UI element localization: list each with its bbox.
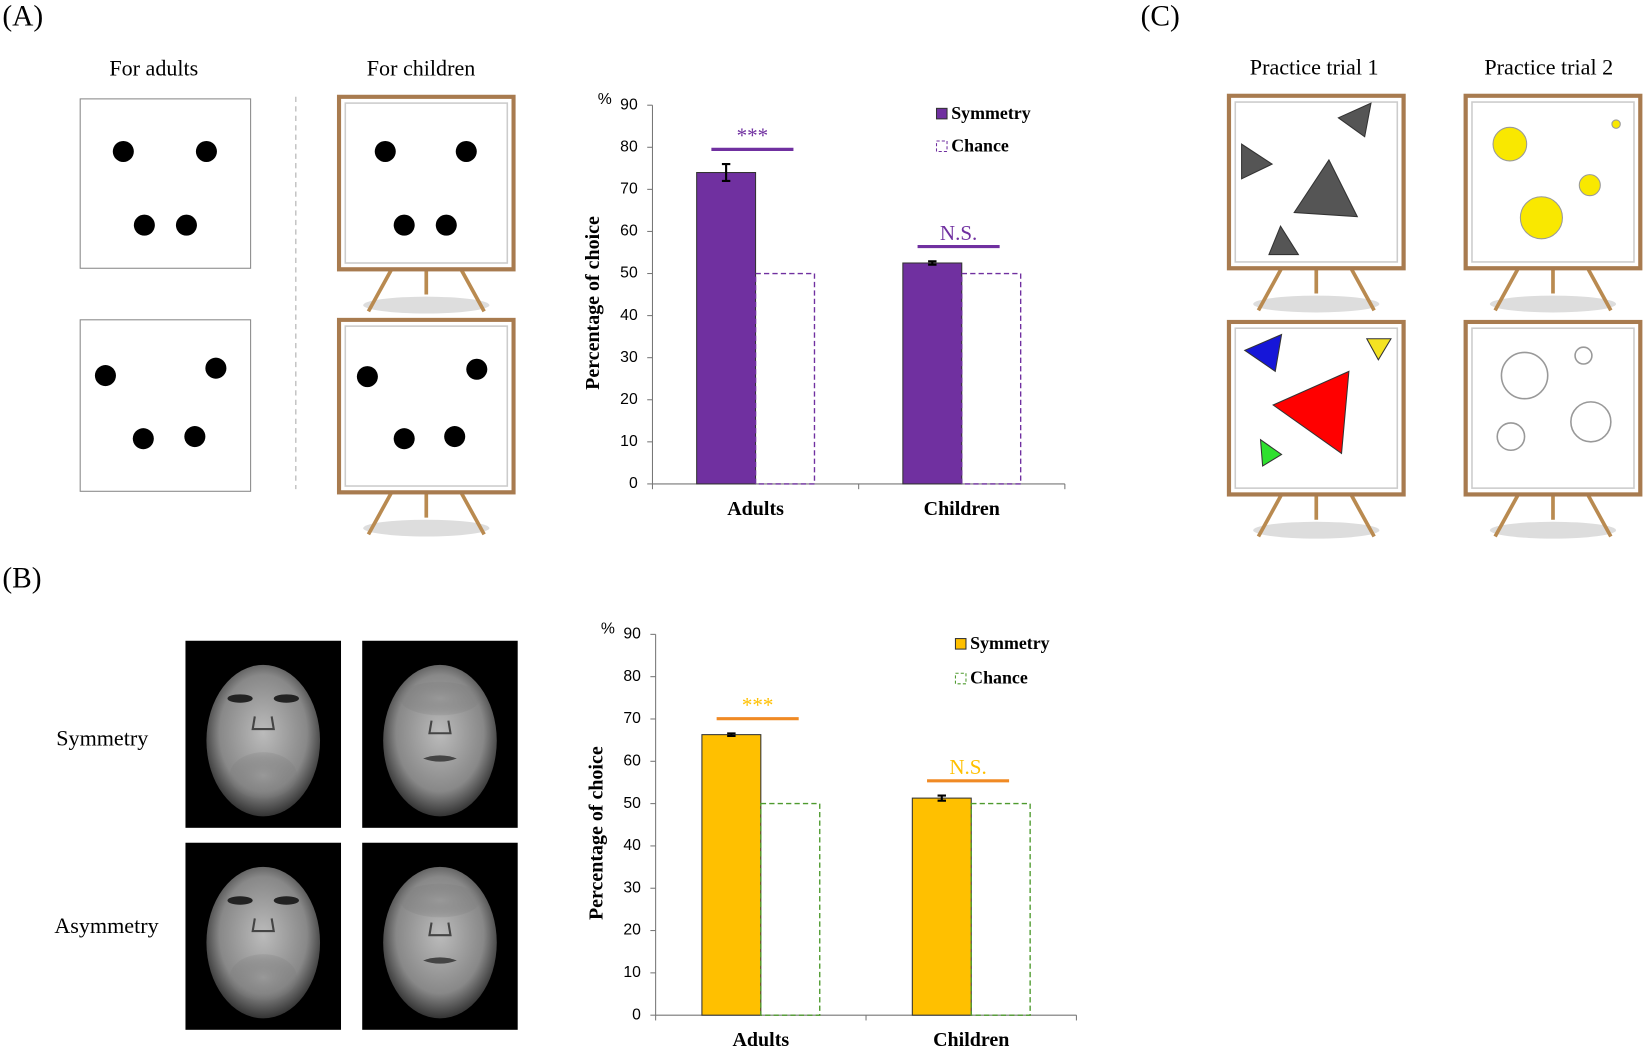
panel-b-stimuli: (B) Symmetry Asymmetry bbox=[2, 562, 518, 1030]
legend-swatch bbox=[954, 672, 967, 685]
error-bar bbox=[721, 163, 731, 182]
caption: For adults bbox=[109, 56, 198, 81]
annotation: *** bbox=[742, 693, 774, 717]
caption: Asymmetry bbox=[54, 913, 158, 938]
panel-label: (A) bbox=[2, 1, 43, 33]
x-tick-label: Adults bbox=[727, 498, 784, 520]
annotation: *** bbox=[737, 124, 769, 148]
y-tick-label: 80 bbox=[620, 138, 638, 155]
y-tick-label: 60 bbox=[623, 752, 641, 769]
easel bbox=[339, 320, 514, 537]
panel-c-stimuli: (C) Practice trial 1 Practice trial 2 bbox=[1141, 1, 1641, 539]
x-tick-label: Children bbox=[924, 498, 1000, 520]
caption: Practice trial 1 bbox=[1250, 54, 1379, 79]
face bbox=[362, 842, 518, 1030]
stimulus-card bbox=[79, 98, 252, 269]
y-tick-label: 50 bbox=[620, 265, 638, 282]
y-tick-label: 30 bbox=[620, 349, 638, 366]
y-tick-label: 80 bbox=[623, 668, 641, 685]
dots bbox=[94, 140, 488, 450]
face bbox=[185, 640, 342, 828]
y-unit: % bbox=[598, 91, 612, 108]
annotation: N.S. bbox=[940, 221, 977, 245]
stimulus-card bbox=[79, 319, 252, 492]
bar bbox=[911, 797, 972, 1016]
circles bbox=[1492, 119, 1621, 240]
face bbox=[362, 640, 518, 828]
y-tick-label: 70 bbox=[623, 710, 641, 727]
caption: Practice trial 2 bbox=[1484, 54, 1613, 79]
bar bbox=[902, 262, 963, 485]
x-tick-label: Adults bbox=[733, 1029, 790, 1051]
y-tick-label: 20 bbox=[620, 391, 638, 408]
bar bbox=[961, 272, 1022, 485]
triangles bbox=[1243, 333, 1392, 467]
error-bar bbox=[727, 732, 736, 737]
y-tick-label: 10 bbox=[623, 964, 641, 981]
bar bbox=[701, 734, 762, 1016]
x-tick-label: Children bbox=[933, 1029, 1009, 1051]
caption: For children bbox=[367, 56, 476, 81]
legend-swatch bbox=[935, 140, 948, 153]
legend-swatch bbox=[954, 638, 967, 650]
legend-label: Chance bbox=[951, 135, 1009, 155]
y-unit: % bbox=[601, 620, 615, 637]
legend-swatch bbox=[935, 107, 948, 120]
bar bbox=[696, 172, 757, 485]
legend-label: Symmetry bbox=[970, 633, 1049, 653]
legend-label: Chance bbox=[970, 668, 1028, 688]
y-tick-label: 70 bbox=[620, 181, 638, 198]
y-axis-label: Percentage of choice bbox=[582, 216, 604, 390]
y-tick-label: 40 bbox=[620, 307, 638, 324]
circles bbox=[1496, 346, 1612, 452]
y-tick-label: 20 bbox=[623, 922, 641, 939]
panel-label: (B) bbox=[2, 562, 41, 594]
y-axis-label: Percentage of choice bbox=[585, 746, 607, 920]
bar bbox=[760, 802, 821, 1016]
face bbox=[185, 842, 342, 1030]
y-tick-label: 0 bbox=[632, 1006, 641, 1023]
bar bbox=[754, 272, 816, 485]
y-tick-label: 0 bbox=[629, 475, 638, 492]
annotation: N.S. bbox=[949, 755, 986, 779]
easel bbox=[339, 97, 514, 314]
panel-label: (C) bbox=[1141, 1, 1180, 33]
legend-label: Symmetry bbox=[951, 103, 1030, 123]
y-tick-label: 90 bbox=[623, 626, 641, 643]
y-tick-label: 30 bbox=[623, 879, 641, 896]
y-tick-label: 60 bbox=[620, 223, 638, 240]
error-bar bbox=[937, 794, 946, 802]
caption: Symmetry bbox=[56, 726, 148, 751]
error-bar bbox=[928, 260, 937, 266]
panel-a-stimuli: (A) For adults For children bbox=[2, 1, 513, 537]
bar bbox=[970, 802, 1031, 1016]
y-tick-label: 50 bbox=[623, 795, 641, 812]
easel bbox=[1466, 322, 1641, 539]
y-tick-label: 90 bbox=[620, 96, 638, 113]
y-tick-label: 40 bbox=[623, 837, 641, 854]
triangles bbox=[1241, 102, 1372, 256]
y-tick-label: 10 bbox=[620, 433, 638, 450]
